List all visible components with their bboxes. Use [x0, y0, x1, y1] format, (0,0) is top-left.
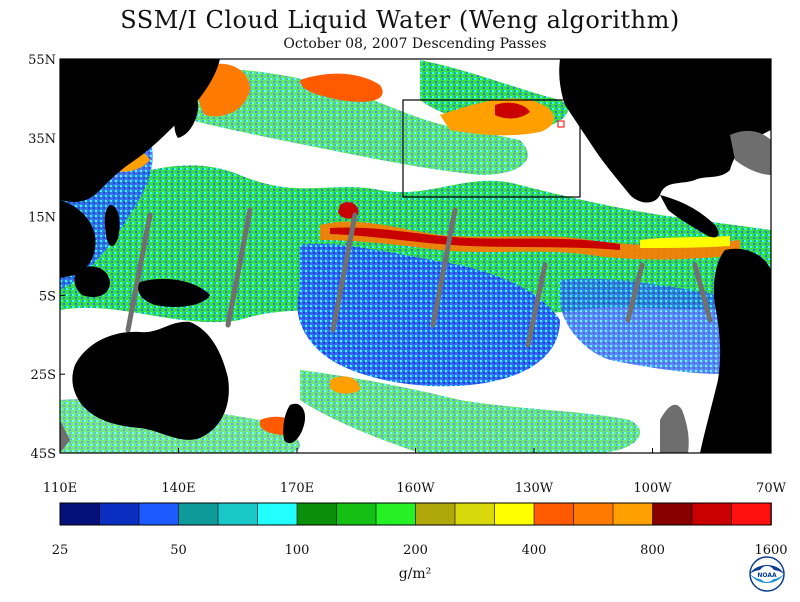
- philippines-landmass: [104, 205, 120, 246]
- region-highlight-box: [402, 99, 581, 198]
- borneo-landmass: [74, 266, 110, 298]
- new-guinea-landmass: [138, 278, 210, 307]
- lon-label: 70W: [756, 481, 787, 496]
- latitude-axis: 55N 35N 15N 5S 25S 45S: [28, 53, 65, 462]
- colorbar-tick-label: 400: [522, 543, 547, 558]
- colorbar-swatch: [454, 502, 496, 526]
- indochina-landmass: [60, 200, 96, 278]
- colorbar-swatch: [217, 502, 259, 526]
- colorbar-tick-labels: 25 50 100 200 400 800 1600: [52, 543, 788, 558]
- colorbar-swatch: [533, 502, 575, 526]
- map-area: [60, 59, 771, 453]
- colorbar-swatch: [375, 502, 417, 526]
- lat-label: 25S: [31, 368, 56, 383]
- point-marker: [557, 120, 565, 128]
- new-zealand-landmass: [283, 403, 306, 444]
- longitude-axis: 110E 140E 170E 160W 130W 100W 70W: [43, 448, 787, 496]
- south-america-landmass: [700, 248, 771, 453]
- colorbar-tick-label: 100: [285, 543, 310, 558]
- lon-label: 160W: [396, 481, 435, 496]
- logo-center-text: NOAA: [757, 572, 777, 579]
- colorbar-tick-label: 800: [640, 543, 665, 558]
- lon-label: 170E: [280, 481, 314, 496]
- central-america-landmass: [660, 195, 719, 238]
- colorbar: [59, 502, 772, 526]
- lat-label: 5S: [39, 289, 56, 304]
- colorbar-swatch: [138, 502, 180, 526]
- colorbar-swatch: [691, 502, 733, 526]
- colorbar-tick-label: 25: [52, 543, 69, 558]
- japan-landmass: [174, 95, 199, 138]
- colorbar-swatch: [415, 502, 456, 526]
- colorbar-swatch: [257, 502, 298, 526]
- map-title: SSM/I Cloud Liquid Water (Weng algorithm…: [120, 6, 680, 34]
- colorbar-tick-label: 1600: [754, 543, 787, 558]
- colorbar-tick-label: 50: [170, 543, 187, 558]
- noaa-esrl-psd-logo: NOAA: [736, 552, 798, 598]
- colorbar-units: g/m²: [398, 566, 432, 582]
- colorbar-swatch: [59, 502, 101, 526]
- lat-label: 45S: [31, 447, 56, 462]
- swath-gaps: [125, 207, 713, 348]
- colorbar-swatch: [178, 502, 219, 526]
- colorbar-tick-label: 200: [403, 543, 428, 558]
- gray-regions: [60, 130, 771, 453]
- colorbar-swatch: [652, 502, 693, 526]
- north-america-landmass: [559, 59, 771, 203]
- colorbar-frame: [59, 502, 772, 526]
- lon-label: 130W: [515, 481, 554, 496]
- colorbar-swatch: [336, 502, 377, 526]
- lat-label: 35N: [28, 132, 56, 147]
- lat-label: 15N: [28, 211, 56, 226]
- map-subtitle: October 08, 2007 Descending Passes: [283, 36, 547, 52]
- colorbar-swatch: [612, 502, 654, 526]
- lon-label: 140E: [161, 481, 195, 496]
- land-masses: [60, 59, 771, 453]
- colorbar-swatch: [573, 502, 614, 526]
- asia-landmass: [60, 59, 220, 202]
- australia-landmass: [72, 321, 229, 440]
- lon-label: 100W: [633, 481, 672, 496]
- colorbar-swatch: [731, 502, 772, 526]
- colorbar-swatch: [99, 502, 140, 526]
- colorbar-swatch: [296, 502, 338, 526]
- lon-label: 110E: [43, 481, 77, 496]
- colorbar-swatch: [494, 502, 535, 526]
- lat-label: 55N: [28, 53, 56, 68]
- itcz-band: [320, 221, 740, 260]
